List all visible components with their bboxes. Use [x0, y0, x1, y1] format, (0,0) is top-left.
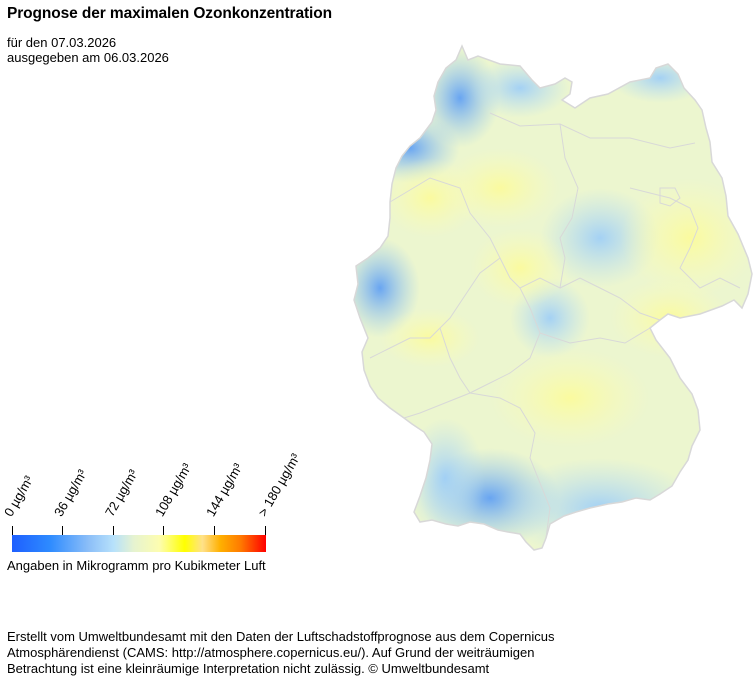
page-title: Prognose der maximalen Ozonkonzentration [7, 5, 333, 22]
unit-note: Angaben in Mikrogramm pro Kubikmeter Luf… [7, 558, 266, 573]
tick-label-144: 144 µg/m³ [203, 460, 246, 519]
tick-mark [214, 526, 215, 535]
tick-label-36: 36 µg/m³ [51, 466, 90, 519]
color-bar [12, 535, 266, 552]
state-borders [369, 112, 741, 539]
tick-mark [265, 526, 266, 535]
tick-mark [113, 526, 114, 535]
tick-label-180: > 180 µg/m³ [255, 450, 303, 519]
forecast-date: für den 07.03.2026 [7, 35, 117, 50]
issued-date: ausgegeben am 06.03.2026 [7, 50, 169, 65]
tick-mark [163, 526, 164, 535]
footer-line-1: Erstellt vom Umweltbundesamt mit den Dat… [7, 629, 555, 644]
tick-mark [62, 526, 63, 535]
footer-line-2: Atmosphärendienst (CAMS: http://atmosphe… [7, 645, 535, 660]
color-legend: 0 µg/m³ 36 µg/m³ 72 µg/m³ 108 µg/m³ 144 … [0, 440, 330, 580]
footer-credits: Erstellt vom Umweltbundesamt mit den Dat… [7, 629, 747, 677]
tick-label-72: 72 µg/m³ [102, 466, 141, 519]
tick-label-0: 0 µg/m³ [1, 473, 37, 519]
footer-line-3: Betrachtung ist eine kleinräumige Interp… [7, 661, 490, 676]
tick-label-108: 108 µg/m³ [152, 460, 195, 519]
tick-mark [12, 526, 13, 535]
ozone-map [350, 38, 755, 588]
